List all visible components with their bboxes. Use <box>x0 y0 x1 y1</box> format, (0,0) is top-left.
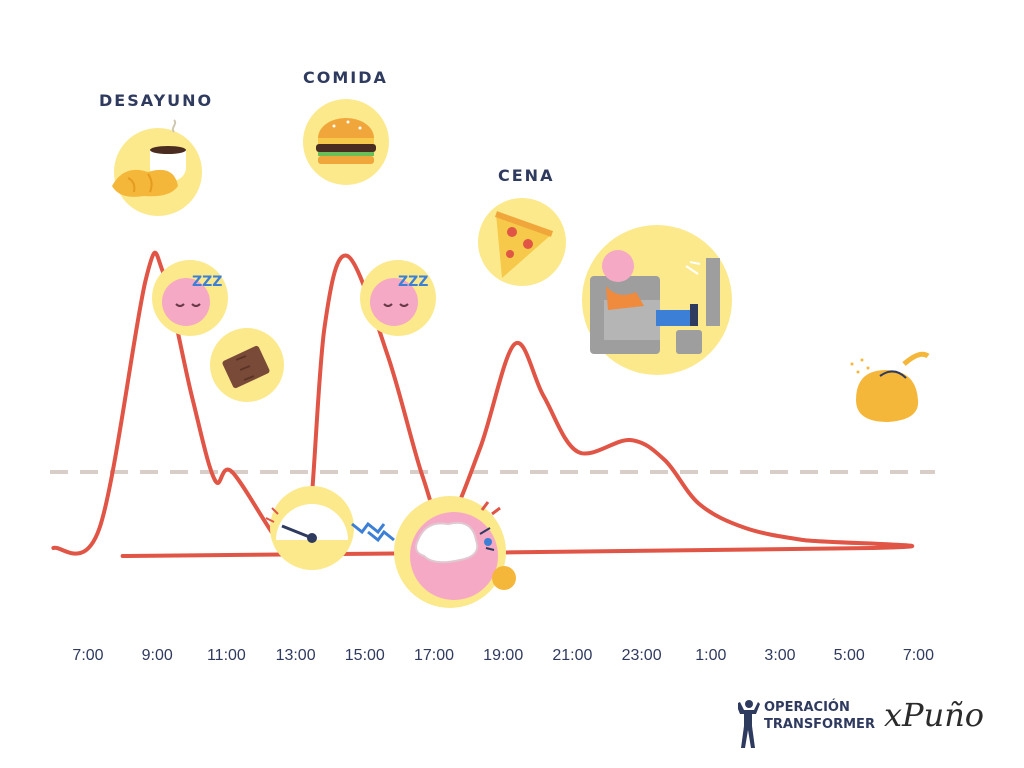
x-axis: 7:00 9:00 11:00 13:00 15:00 17:00 19:00 21:00 23… <box>72 647 934 664</box>
sleepy-face-icon: ZZZ <box>152 260 228 336</box>
brand-line-1: OPERACIÓN <box>764 700 850 715</box>
annotation-cena: CENA <box>498 166 555 185</box>
x-tick-label: 11:00 <box>207 647 246 664</box>
svg-text:ZZZ: ZZZ <box>192 274 222 290</box>
couch-tv-icon <box>582 225 732 375</box>
series-line <box>51 250 915 565</box>
x-tick-label: 23:00 <box>622 647 662 664</box>
pizza-icon <box>478 198 566 286</box>
brand-name: OPERACIÓN TRANSFORMER <box>764 699 875 733</box>
x-tick-label: 5:00 <box>834 647 865 664</box>
burger-icon <box>303 99 389 185</box>
svg-text:ZZZ: ZZZ <box>398 274 428 290</box>
brand-line-2: TRANSFORMER <box>764 717 875 732</box>
angry-brain-icon <box>394 496 516 608</box>
x-tick-label: 9:00 <box>142 647 173 664</box>
sleeping-monster-icon <box>850 351 930 422</box>
x-tick-label: 21:00 <box>552 647 592 664</box>
x-tick-label: 19:00 <box>483 647 523 664</box>
x-tick-label: 15:00 <box>345 647 385 664</box>
x-tick-label: 17:00 <box>414 647 454 664</box>
chocolate-icon <box>210 328 284 402</box>
brand-footer: OPERACIÓN TRANSFORMER xPuño <box>738 696 1018 756</box>
energy-gauge-icon <box>265 486 395 570</box>
strongman-logo-icon <box>738 700 760 748</box>
annotation-desayuno: DESAYUNO <box>99 91 214 110</box>
x-tick-label: 13:00 <box>276 647 316 664</box>
x-tick-label: 7:00 <box>72 647 103 664</box>
x-tick-label: 7:00 <box>903 647 934 664</box>
xpuno-logo: xPuño <box>884 696 985 734</box>
x-tick-label: 3:00 <box>764 647 795 664</box>
coffee-croissant-icon <box>112 119 202 216</box>
x-tick-label: 1:00 <box>695 647 726 664</box>
sleepy-face-icon: ZZZ <box>360 260 436 336</box>
annotation-comida: COMIDA <box>303 68 388 87</box>
